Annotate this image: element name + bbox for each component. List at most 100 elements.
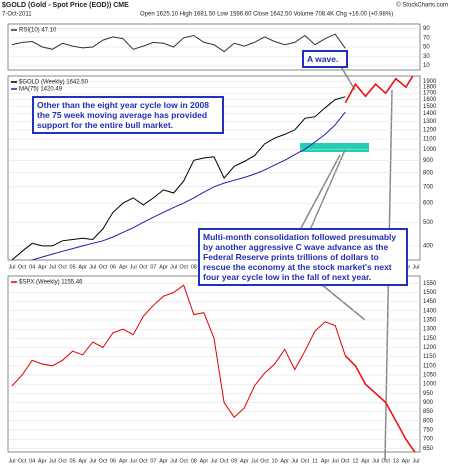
y-tick-label: 700 xyxy=(423,437,434,443)
x-tick-label: Apr xyxy=(402,458,411,464)
x-tick-label: Apr xyxy=(240,458,249,464)
x-tick-label: Jul xyxy=(130,264,137,270)
series-line xyxy=(344,76,414,104)
x-tick-label: Jul xyxy=(8,264,15,270)
x-tick-label: Apr xyxy=(321,458,330,464)
x-tick-label: Oct xyxy=(139,264,148,270)
y-tick-label: 1400 xyxy=(423,111,437,117)
series-line xyxy=(344,355,416,452)
arrow xyxy=(309,149,346,231)
arrow xyxy=(339,64,356,91)
y-tick-label: 900 xyxy=(423,158,434,164)
x-tick-label: Jul xyxy=(372,458,379,464)
legend-label: RSI(10) 47.10 xyxy=(19,28,57,34)
x-tick-label: Oct xyxy=(179,264,188,270)
x-tick-label: 05 xyxy=(70,264,76,270)
y-tick-label: 650 xyxy=(423,446,434,452)
y-tick-label: 900 xyxy=(423,400,434,406)
y-tick-label: 1000 xyxy=(423,147,437,153)
header-date: 7-Oct-2011 xyxy=(2,12,32,18)
y-tick-label: 1050 xyxy=(423,373,437,379)
x-tick-label: Oct xyxy=(220,458,229,464)
header-title: $GOLD (Gold - Spot Price (EOD)) CME xyxy=(2,2,129,9)
x-tick-label: Jul xyxy=(170,458,177,464)
y-tick-label: 1200 xyxy=(423,345,437,351)
x-tick-label: 05 xyxy=(70,458,76,464)
y-tick-label: 1200 xyxy=(423,128,437,134)
series-line xyxy=(30,111,346,260)
x-tick-label: Jul xyxy=(251,458,258,464)
y-tick-label: 750 xyxy=(423,428,434,434)
header-quote: Open 1625.10 High 1681.50 Low 1596.60 Cl… xyxy=(140,12,393,18)
x-tick-label: Oct xyxy=(58,264,67,270)
x-tick-label: Oct xyxy=(179,458,188,464)
y-tick-label: 500 xyxy=(423,220,434,226)
y-tick-label: 1000 xyxy=(423,382,437,388)
x-tick-label: Apr xyxy=(38,264,47,270)
x-tick-label: 12 xyxy=(352,458,358,464)
x-tick-label: Apr xyxy=(119,458,128,464)
x-tick-label: Jul xyxy=(89,458,96,464)
arrow xyxy=(299,154,341,231)
y-tick-label: 800 xyxy=(423,170,434,176)
x-tick-label: Apr xyxy=(200,458,209,464)
legend-label: $SPX (Weekly) 1155.46 xyxy=(19,280,83,286)
x-tick-label: Jul xyxy=(291,458,298,464)
x-tick-label: Oct xyxy=(99,264,108,270)
series-line xyxy=(11,284,346,418)
y-tick-label: 30 xyxy=(423,54,430,60)
y-tick-label: 1100 xyxy=(423,137,437,143)
y-tick-label: 90 xyxy=(423,26,430,32)
series-line xyxy=(11,33,346,53)
x-tick-label: Oct xyxy=(18,458,27,464)
x-tick-label: Jul xyxy=(210,458,217,464)
x-tick-label: 06 xyxy=(110,264,116,270)
x-tick-label: 09 xyxy=(231,458,237,464)
plot xyxy=(11,76,414,260)
x-tick-label: Apr xyxy=(78,458,87,464)
x-tick-label: Jul xyxy=(8,458,15,464)
x-tick-label: 13 xyxy=(393,458,399,464)
x-tick-label: Jul xyxy=(170,264,177,270)
x-tick-label: 07 xyxy=(150,458,156,464)
annotation: Multi-month consolidation followed presu… xyxy=(198,228,408,286)
x-tick-label: Oct xyxy=(260,458,269,464)
x-tick-label: Oct xyxy=(381,458,390,464)
credit: © StockCharts.com xyxy=(396,2,448,9)
x-tick-label: 06 xyxy=(110,458,116,464)
y-tick-label: 1500 xyxy=(423,104,437,110)
x-tick-label: 04 xyxy=(29,264,35,270)
x-tick-label: 07 xyxy=(150,264,156,270)
y-tick-label: 50 xyxy=(423,45,430,51)
x-tick-label: Oct xyxy=(341,458,350,464)
x-tick-label: Apr xyxy=(159,264,168,270)
x-tick-label: 11 xyxy=(312,458,318,464)
y-tick-label: 1400 xyxy=(423,308,437,314)
y-tick-label: 10 xyxy=(423,63,430,69)
y-tick-label: 1700 xyxy=(423,91,437,97)
y-tick-label: 800 xyxy=(423,418,434,424)
legend-label: $GOLD (Weekly) 1642.50 xyxy=(19,80,89,86)
x-tick-label: Apr xyxy=(119,264,128,270)
x-tick-label: Apr xyxy=(38,458,47,464)
annotation: Other than the eight year cycle low in 2… xyxy=(32,96,224,134)
x-tick-label: 08 xyxy=(191,458,197,464)
x-tick-label: Apr xyxy=(78,264,87,270)
x-tick-label: Oct xyxy=(139,458,148,464)
x-tick-label: Jul xyxy=(130,458,137,464)
x-tick-label: Jul xyxy=(412,458,419,464)
plot xyxy=(11,284,416,452)
y-tick-label: 1250 xyxy=(423,336,437,342)
consolidation-zone xyxy=(300,143,369,152)
x-tick-label: 10 xyxy=(272,458,278,464)
x-tick-label: 04 xyxy=(29,458,35,464)
x-tick-label: Oct xyxy=(18,264,27,270)
series-line xyxy=(11,96,346,260)
y-tick-label: 600 xyxy=(423,201,434,207)
x-tick-label: Jul xyxy=(49,264,56,270)
y-tick-label: 1450 xyxy=(423,299,437,305)
x-tick-label: Jul xyxy=(49,458,56,464)
y-tick-label: 1350 xyxy=(423,318,437,324)
panel-frame xyxy=(7,275,421,453)
